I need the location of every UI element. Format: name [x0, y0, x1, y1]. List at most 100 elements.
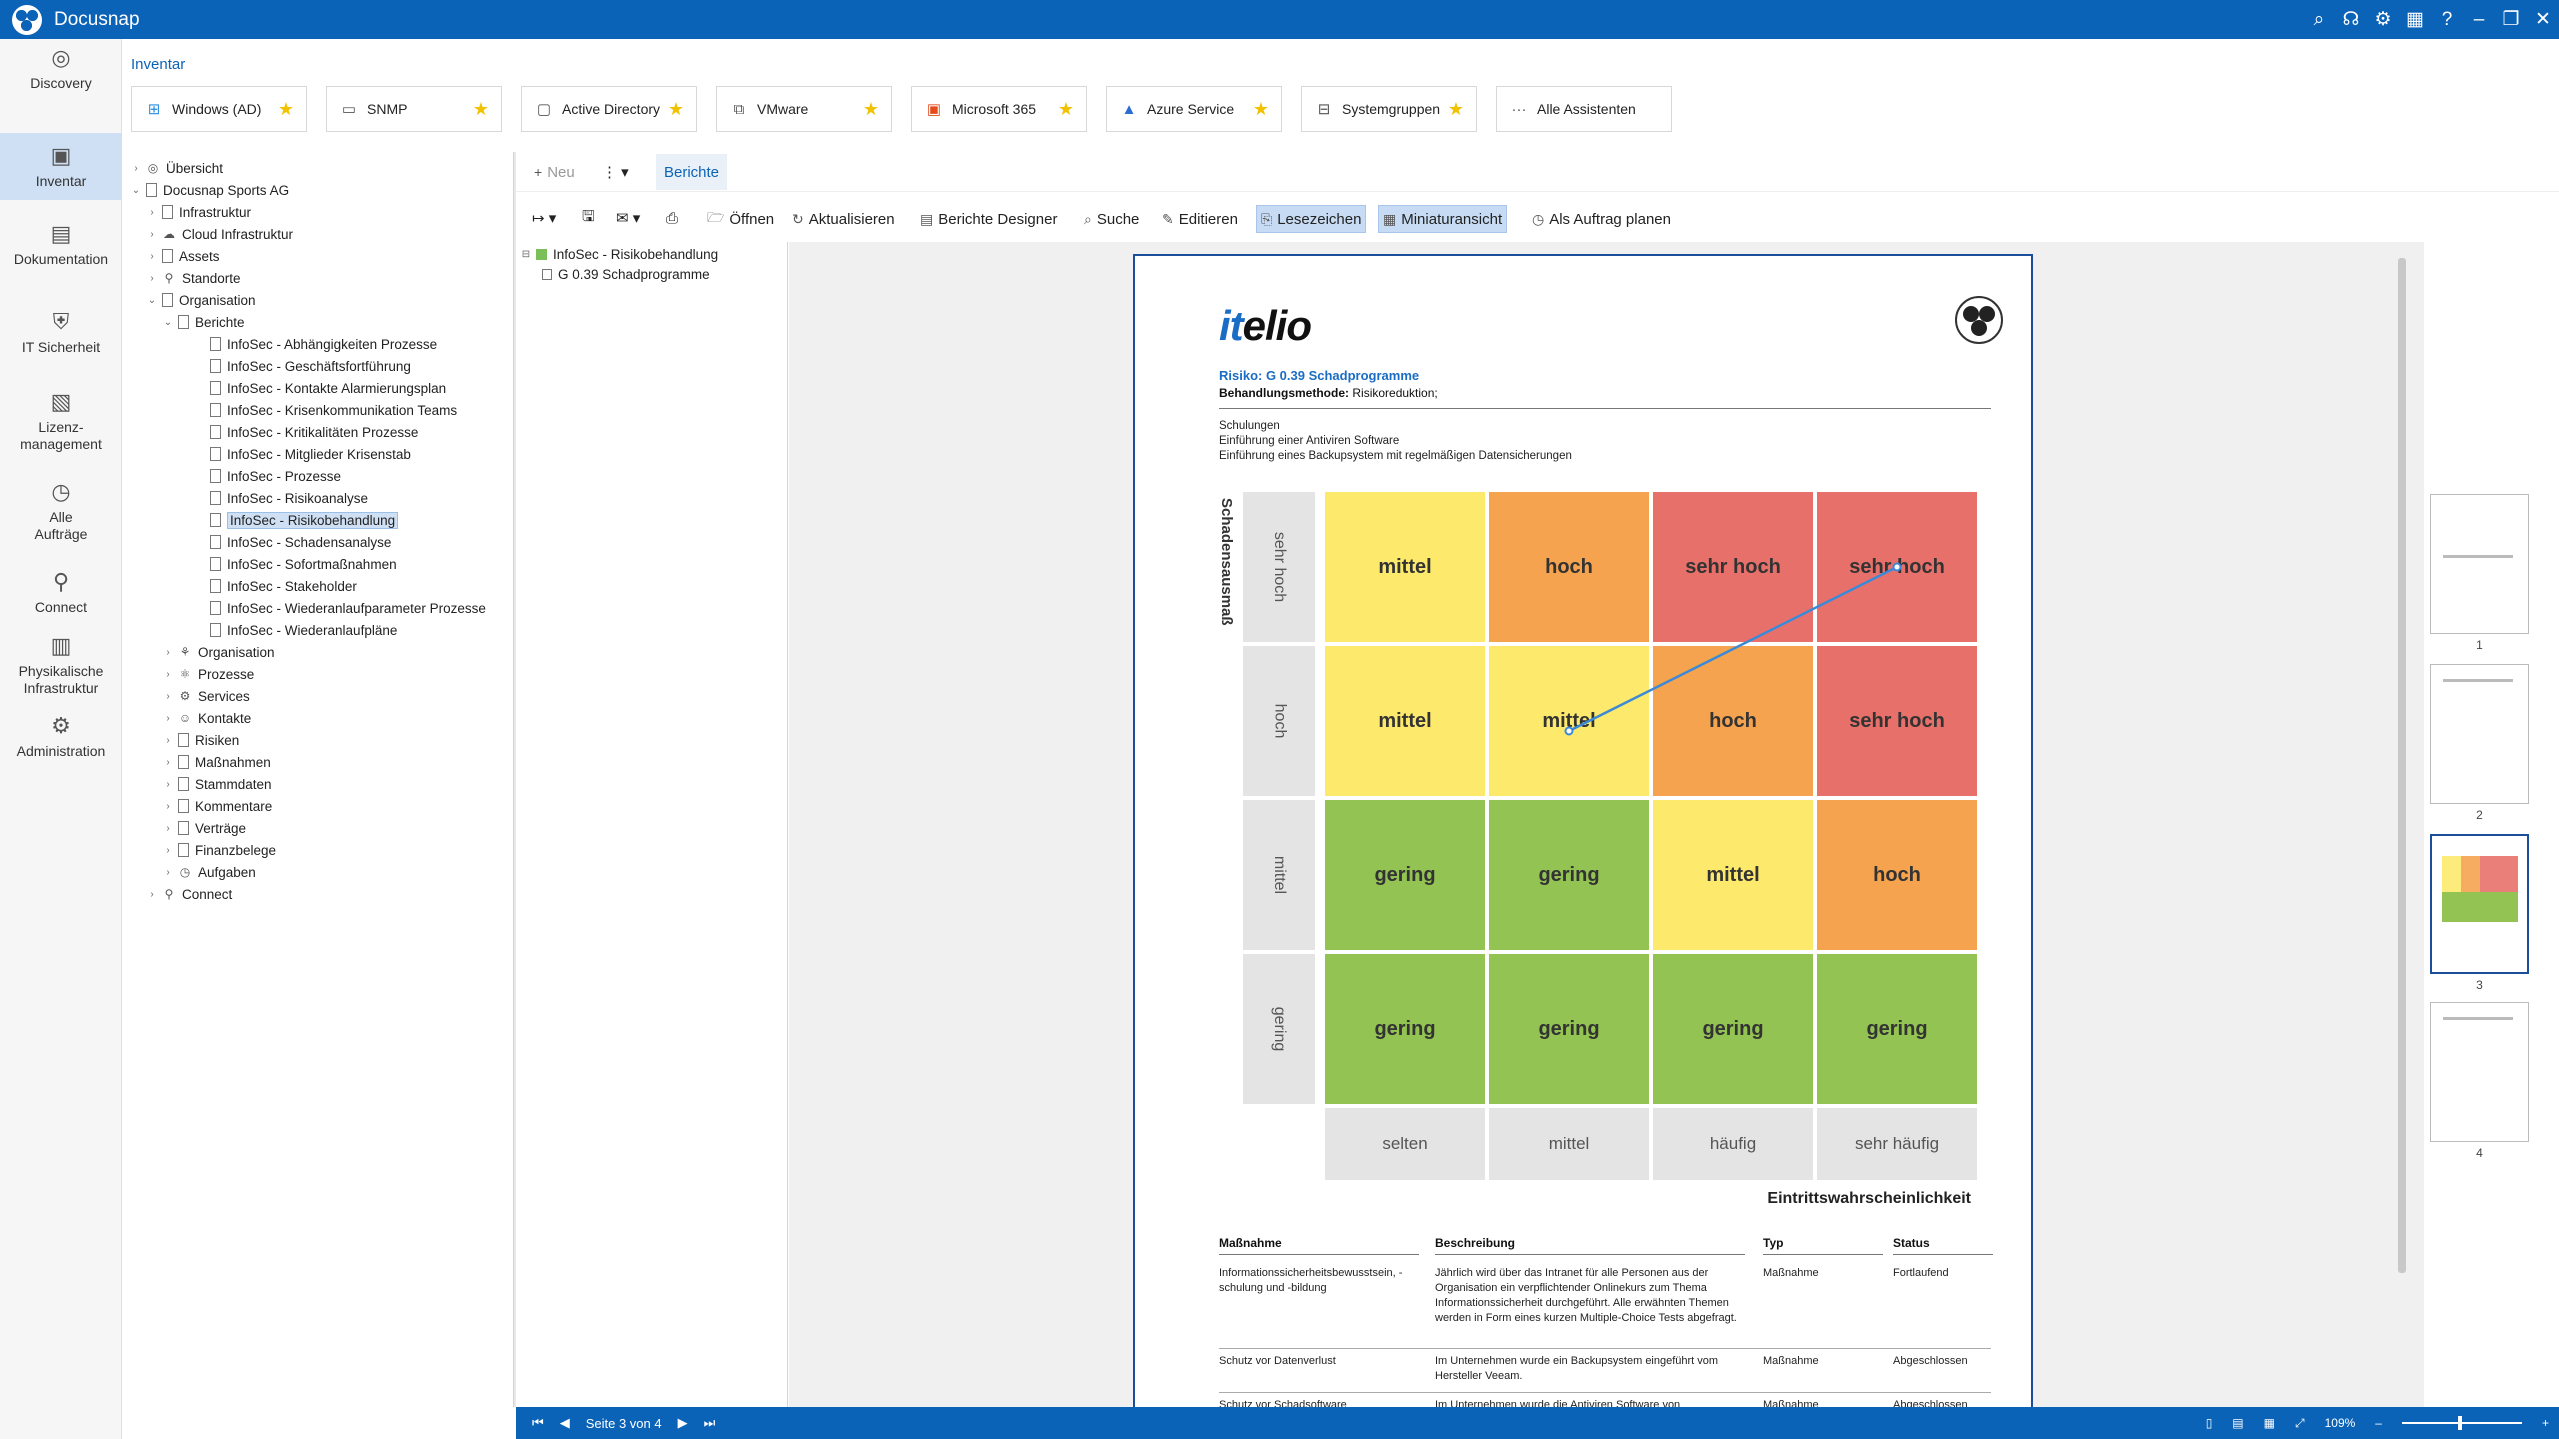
tree-node[interactable]: › ☺ Kontakte [162, 708, 251, 728]
tree-node[interactable]: › ☁ Cloud Infrastruktur [146, 224, 293, 244]
tree-node[interactable]: › Infrastruktur [146, 202, 251, 222]
expand-icon[interactable]: › [150, 250, 154, 262]
tree-node[interactable]: › Finanzbelege [162, 840, 276, 860]
more-options-button[interactable]: ⋮ ▾ [602, 164, 629, 181]
save-icon[interactable]: 🖫 [582, 207, 595, 225]
tree-node[interactable]: › Kommentare [162, 796, 272, 816]
tree-node[interactable]: › Maßnahmen [162, 752, 270, 772]
favorite-star-icon[interactable]: ★ [1057, 98, 1074, 119]
nav-item-2[interactable]: ▤ Dokumentation [0, 221, 122, 268]
expand-icon[interactable]: › [166, 844, 170, 856]
expand-icon[interactable]: › [166, 668, 170, 680]
expand-icon[interactable]: › [150, 228, 154, 240]
page-thumbnail[interactable] [2430, 834, 2529, 974]
print-icon[interactable]: ⎙ [666, 209, 679, 227]
zoom-out-icon[interactable]: – [2375, 1416, 2382, 1430]
first-page-icon[interactable]: ⏮ [532, 1415, 544, 1430]
tree-node[interactable]: › ⚲ Connect [146, 884, 232, 904]
restore-icon[interactable]: ❐ [2502, 9, 2520, 30]
tree-node[interactable]: InfoSec - Schadensanalyse [194, 532, 391, 552]
expand-icon[interactable]: › [166, 712, 170, 724]
tree-node[interactable]: › Stammdaten [162, 774, 271, 794]
quick-access-4[interactable]: ▣ Microsoft 365 ★ [911, 86, 1087, 132]
tree-node[interactable]: InfoSec - Risikobehandlung [194, 510, 399, 530]
collapse-icon[interactable]: ⊟ [521, 248, 531, 260]
tree-node[interactable]: › Risiken [162, 730, 239, 750]
collapse-icon[interactable]: ⌄ [131, 184, 141, 196]
page-thumbnail[interactable] [2430, 494, 2529, 634]
toolbar-bookmark-button[interactable]: ⎘ Lesezeichen [1256, 205, 1367, 233]
page-thumbnail[interactable] [2430, 1002, 2529, 1142]
quick-access-7[interactable]: ··· Alle Assistenten [1496, 86, 1672, 132]
expand-icon[interactable]: › [166, 646, 170, 658]
nav-item-3[interactable]: ⛨ IT Sicherheit [0, 309, 122, 356]
help-icon[interactable]: ? [2441, 8, 2453, 30]
outline-child[interactable]: G 0.39 Schadprogramme [542, 264, 710, 284]
multipage-icon[interactable]: ▦ [2263, 1416, 2275, 1430]
tree-node[interactable]: › ⚛ Prozesse [162, 664, 254, 684]
toolbar-folder-button[interactable]: 🗁 Öffnen [703, 205, 778, 233]
favorite-star-icon[interactable]: ★ [1252, 98, 1269, 119]
minimize-icon[interactable]: – [2473, 8, 2485, 30]
nav-item-5[interactable]: ◷ Alle Aufträge [0, 479, 122, 543]
mail-icon[interactable]: ✉ ▾ [616, 210, 641, 227]
close-icon[interactable]: ✕ [2535, 9, 2551, 30]
nav-item-1[interactable]: ▣ Inventar [0, 133, 122, 200]
favorite-star-icon[interactable]: ★ [277, 98, 294, 119]
page-thumbnail[interactable] [2430, 664, 2529, 804]
toolbar-thumbnail-button[interactable]: ▦ Miniaturansicht [1378, 205, 1508, 233]
tree-node[interactable]: InfoSec - Risikoanalyse [194, 488, 368, 508]
quick-access-5[interactable]: ▲ Azure Service ★ [1106, 86, 1282, 132]
nav-item-4[interactable]: ▧ Lizenz- management [0, 389, 122, 453]
breadcrumb[interactable]: Inventar [131, 56, 186, 73]
tree-node[interactable]: › ◎ Übersicht [130, 158, 223, 178]
tree-node[interactable]: › Assets [146, 246, 219, 266]
tree-node[interactable]: InfoSec - Wiederanlaufpläne [194, 620, 397, 640]
tree-node[interactable]: › ⚙ Services [162, 686, 249, 706]
toolbar-designer-button[interactable]: ▤ Berichte Designer [916, 205, 1061, 233]
tree-node[interactable]: InfoSec - Krisenkommunikation Teams [194, 400, 457, 420]
expand-icon[interactable]: › [166, 690, 170, 702]
navigate-button[interactable]: ↦ ▾ [532, 210, 557, 227]
nav-item-6[interactable]: ⚲ Connect [0, 569, 122, 616]
tree-node[interactable]: InfoSec - Prozesse [194, 466, 341, 486]
expand-icon[interactable]: › [166, 756, 170, 768]
expand-icon[interactable]: › [150, 888, 154, 900]
collapse-icon[interactable]: ⌄ [163, 316, 173, 328]
expand-icon[interactable]: › [150, 206, 154, 218]
continuous-icon[interactable]: ▤ [2232, 1416, 2244, 1430]
outline-root[interactable]: ⊟ InfoSec - Risikobehandlung [520, 244, 718, 264]
favorite-star-icon[interactable]: ★ [862, 98, 879, 119]
tree-node[interactable]: ⌄ Berichte [162, 312, 245, 332]
expand-icon[interactable]: › [166, 866, 170, 878]
favorite-star-icon[interactable]: ★ [1447, 98, 1464, 119]
quick-access-0[interactable]: ⊞ Windows (AD) ★ [131, 86, 307, 132]
fit-icon[interactable]: ⤢ [2294, 1415, 2305, 1430]
last-page-icon[interactable]: ⏭ [703, 1415, 716, 1430]
favorite-star-icon[interactable]: ★ [472, 98, 489, 119]
gear-icon[interactable]: ⚙ [2374, 9, 2392, 30]
tree-node[interactable]: InfoSec - Wiederanlaufparameter Prozesse [194, 598, 486, 618]
new-button[interactable]: + Neu [530, 158, 579, 186]
tree-node[interactable]: InfoSec - Kontakte Alarmierungsplan [194, 378, 446, 398]
quick-access-3[interactable]: ⧉ VMware ★ [716, 86, 892, 132]
prev-page-icon[interactable]: ◀ [559, 1415, 570, 1430]
splitter[interactable] [514, 152, 516, 1407]
toolbar-search-button[interactable]: ⌕ Suche [1080, 205, 1143, 233]
collapse-icon[interactable]: ⌄ [147, 294, 157, 306]
tree-node[interactable]: › ⚘ Organisation [162, 642, 274, 662]
expand-icon[interactable]: › [166, 822, 170, 834]
favorite-star-icon[interactable]: ★ [667, 98, 684, 119]
nav-item-8[interactable]: ⚙ Administration [0, 713, 122, 760]
vertical-scrollbar[interactable] [2398, 258, 2406, 1273]
tree-node[interactable]: InfoSec - Stakeholder [194, 576, 357, 596]
zoom-in-icon[interactable]: + [2541, 1416, 2549, 1430]
quick-access-1[interactable]: ▭ SNMP ★ [326, 86, 502, 132]
expand-icon[interactable]: › [166, 800, 170, 812]
quick-access-2[interactable]: ▢ Active Directory ★ [521, 86, 697, 132]
tree-node[interactable]: InfoSec - Abhängigkeiten Prozesse [194, 334, 437, 354]
expand-icon[interactable]: › [134, 162, 138, 174]
headset-icon[interactable]: ☊ [2342, 9, 2360, 30]
tree-node[interactable]: ⌄ Organisation [146, 290, 256, 310]
tree-node[interactable]: › ⚲ Standorte [146, 268, 240, 288]
